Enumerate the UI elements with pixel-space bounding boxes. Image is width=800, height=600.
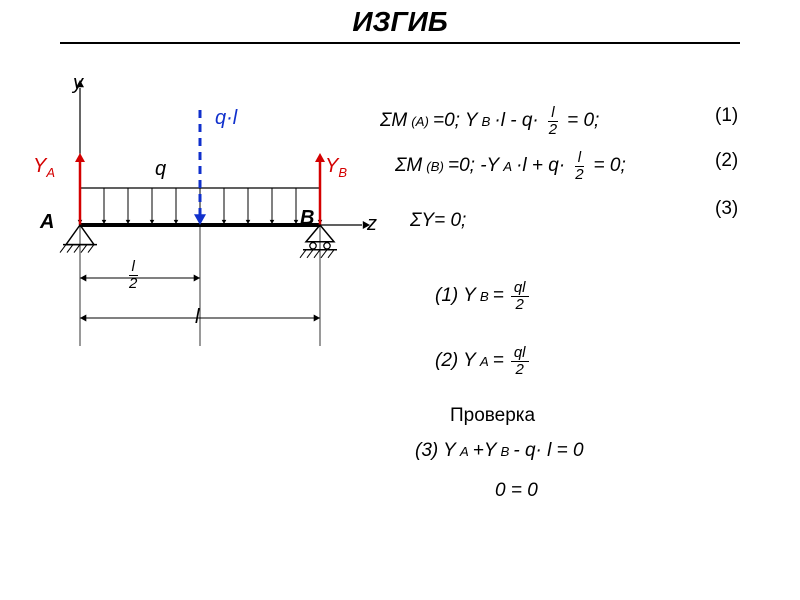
dim-l2-label: l2 [123,259,143,292]
eqnum-2: (2) [715,150,738,172]
reaction-yb-label: YB [325,155,347,180]
axis-y-label: y [73,72,83,95]
eq-yb-result: (1) YB = ql2 [435,280,532,313]
point-b-label: B [300,207,314,230]
resultant-ql-label: q·l [215,107,237,130]
dim-l-label: l [195,306,199,329]
eq-check: (3) YA +YB - q· l = 0 [415,440,584,462]
point-a-label: A [40,211,54,234]
eq-ya-result: (2) YA = ql2 [435,345,532,378]
eq-3: ΣY= 0; [410,210,466,232]
beam-diagram [20,70,380,375]
page-title: ИЗГИБ [0,6,800,38]
check-label: Проверка [450,405,535,427]
eq-2: ΣM(B) =0; -YA ·l + q· l2 = 0; [395,150,626,183]
title-underline [60,42,740,44]
eq-zero: 0 = 0 [495,480,538,502]
eqnum-3: (3) [715,198,738,220]
dist-load-q-label: q [155,158,166,181]
axis-z-label: z [367,213,377,236]
eq-1: ΣM(A) =0; YB ·l - q· l2 = 0; [380,105,599,138]
reaction-ya-label: YA [33,155,55,180]
eqnum-1: (1) [715,105,738,127]
